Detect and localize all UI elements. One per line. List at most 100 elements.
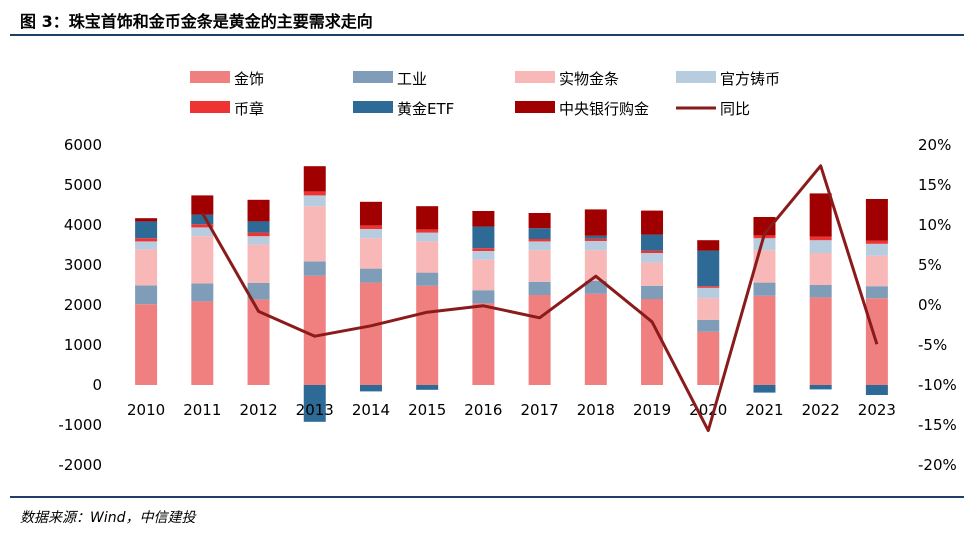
bar-segment [359, 282, 382, 385]
bar-segment [584, 235, 607, 239]
right-tick-label: 0% [918, 296, 942, 314]
bar-segment [303, 195, 326, 207]
bar-segment [641, 234, 664, 251]
x-axis-labels: 2010 2011 2012 2013 2014 2015 2016 2017 2018 2019… [127, 401, 896, 419]
legend-label: 金饰 [234, 70, 264, 88]
bar-segment [697, 250, 720, 287]
bar-segment [135, 285, 158, 305]
bar-segment [191, 214, 214, 225]
bar-segment [865, 385, 888, 395]
right-tick-label: 15% [918, 176, 951, 194]
legend-swatch [353, 71, 393, 83]
bar-segment [416, 272, 439, 286]
right-tick-label: -20% [918, 456, 957, 474]
bar-segment [247, 199, 270, 222]
yoy-line-group [201, 164, 879, 433]
bar-segment [641, 262, 664, 286]
bar-segment [135, 238, 158, 242]
bar-segment [247, 283, 270, 300]
legend-swatch [515, 71, 555, 83]
right-tick-label: 5% [918, 256, 942, 274]
bar-segment [135, 241, 158, 250]
x-tick-label: 2015 [408, 401, 446, 419]
bar-segment [247, 236, 270, 245]
right-tick-label: 10% [918, 216, 951, 234]
x-tick-label: 2016 [464, 401, 502, 419]
bar-segment [359, 225, 382, 229]
bar-segment [303, 385, 326, 422]
bar-segment [247, 221, 270, 233]
bar-segment [641, 210, 664, 235]
left-tick-label: 1000 [64, 336, 102, 354]
bar-segment [697, 240, 720, 251]
bar-segment [191, 236, 214, 284]
bar-segment [584, 281, 607, 294]
bar-segment [809, 193, 832, 237]
bar-segment [191, 301, 214, 385]
bar-segment [809, 236, 832, 241]
bar-segment [303, 261, 326, 276]
bar-segment [472, 211, 495, 227]
right-tick-label: -5% [918, 336, 947, 354]
bar-segment [697, 298, 720, 320]
legend-swatch [353, 101, 393, 113]
legend-label: 官方铸币 [720, 70, 780, 88]
left-tick-label: 6000 [64, 136, 102, 154]
left-tick-label: 4000 [64, 216, 102, 234]
bar-segment [753, 250, 776, 283]
legend-swatch [190, 101, 230, 113]
x-tick-label: 2014 [352, 401, 390, 419]
right-tick-label: -15% [918, 416, 957, 434]
bar-segment [416, 385, 439, 390]
bar-segment [416, 206, 439, 230]
bar-segment [359, 201, 382, 226]
bar-segment [584, 209, 607, 236]
bar-segment [472, 290, 495, 304]
right-axis: 20% 15% 10% 5% 0% -5% -10% -15% -20% [918, 136, 957, 474]
bar-segment [247, 244, 270, 283]
bars [135, 166, 888, 422]
bar-segment [584, 241, 607, 251]
bar-segment [697, 319, 720, 332]
bar-segment [865, 255, 888, 287]
bar-segment [697, 331, 720, 385]
bar-segment [247, 299, 270, 385]
bar-segment [303, 275, 326, 385]
bar-segment [865, 243, 888, 256]
bar-segment [303, 206, 326, 262]
legend-label: 币章 [234, 100, 264, 118]
left-tick-label: 3000 [64, 256, 102, 274]
bar-segment [472, 248, 495, 251]
x-tick-label: 2017 [521, 401, 559, 419]
x-tick-label: 2010 [127, 401, 165, 419]
bar-segment [472, 259, 495, 291]
bar-segment [191, 195, 214, 215]
bar-segment [697, 287, 720, 299]
bar-segment [865, 286, 888, 299]
left-tick-label: -1000 [58, 416, 102, 434]
bar-segment [416, 241, 439, 273]
bar-segment [528, 213, 551, 229]
bar-segment [416, 229, 439, 233]
bar-segment [416, 285, 439, 385]
left-axis: 6000 5000 4000 3000 2000 1000 0 -1000 -2000 [58, 136, 102, 474]
bar-segment [584, 293, 607, 385]
bar-segment [303, 166, 326, 192]
bar-segment [809, 285, 832, 298]
legend-label: 中央银行购金 [559, 100, 649, 118]
bar-segment [359, 268, 382, 283]
x-tick-label: 2013 [296, 401, 334, 419]
bar-segment [472, 251, 495, 260]
legend-label: 实物金条 [559, 70, 619, 88]
bar-segment [135, 249, 158, 286]
x-tick-label: 2011 [183, 401, 221, 419]
source-note: 数据来源：Wind，中信建投 [20, 510, 196, 526]
legend-label: 黄金ETF [397, 100, 454, 118]
bottom-rule [10, 496, 964, 498]
bar-segment [191, 283, 214, 302]
bar-segment [641, 285, 664, 299]
legend-swatch [190, 71, 230, 83]
left-tick-label: 2000 [64, 296, 102, 314]
